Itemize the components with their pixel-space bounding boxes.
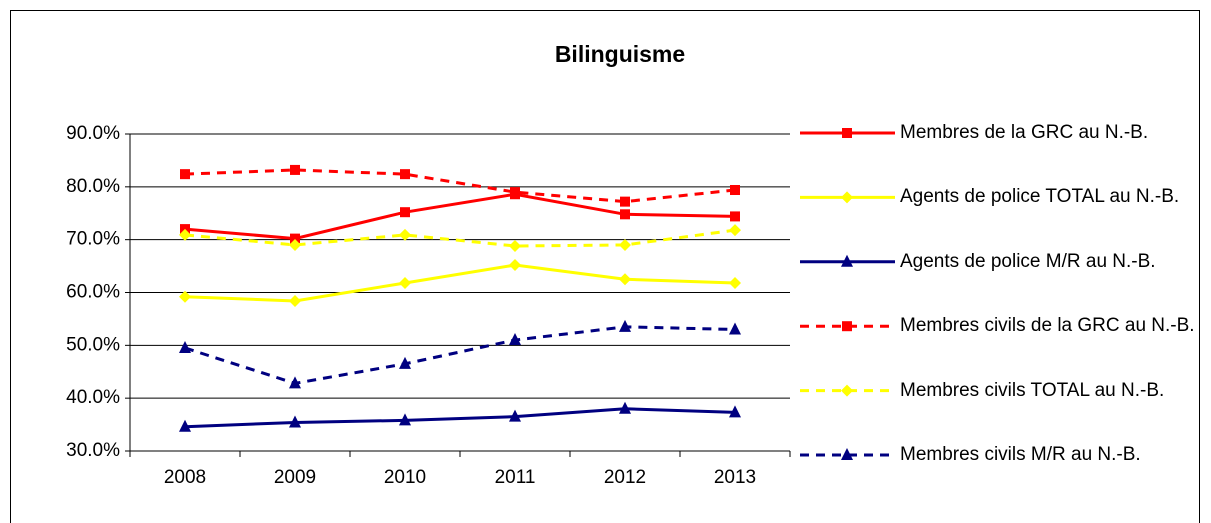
marker (841, 448, 853, 460)
marker (400, 207, 410, 218)
marker (730, 211, 740, 222)
legend-label: Membres civils M/R au N.-B. (900, 444, 1141, 465)
series-line (184, 168, 736, 204)
legend-label: Membres de la GRC au N.-B. (900, 122, 1149, 143)
marker (730, 185, 740, 196)
marker (842, 321, 852, 332)
marker (180, 169, 190, 180)
marker (841, 254, 853, 267)
marker (399, 356, 411, 369)
y-tick-label: 80.0% (66, 176, 120, 197)
marker (619, 238, 631, 251)
marker (729, 405, 741, 418)
marker (290, 164, 300, 175)
marker (179, 290, 191, 303)
marker (619, 273, 631, 286)
marker (510, 187, 520, 198)
legend-label: Agents de police TOTAL au N.-B. (900, 186, 1180, 208)
marker (841, 384, 853, 397)
marker (842, 128, 852, 138)
legend-label: Membres civils TOTAL au N.-B. (900, 379, 1165, 401)
legend-label: Membres civils de la GRC au N.-B. (900, 315, 1195, 337)
series-line (184, 407, 736, 429)
marker (509, 333, 521, 346)
x-tick-label: 2009 (274, 467, 316, 488)
chart-title: Bilinguisme (555, 41, 685, 67)
x-tick-label: 2013 (714, 467, 756, 488)
marker (729, 322, 741, 335)
marker (841, 191, 853, 204)
marker (509, 409, 521, 422)
marker (729, 224, 741, 237)
marker (620, 209, 630, 220)
x-tick-label: 2011 (495, 467, 536, 488)
marker (289, 294, 301, 307)
marker (399, 228, 411, 241)
marker (620, 196, 630, 207)
y-tick-label: 40.0% (66, 387, 120, 408)
marker (179, 419, 191, 432)
legend-label: Agents de police M/R au N.-B. (900, 250, 1156, 272)
y-tick-label: 30.0% (66, 440, 120, 461)
marker (509, 240, 521, 253)
marker (179, 340, 191, 353)
marker (400, 169, 410, 180)
marker (509, 259, 521, 272)
y-tick-label: 90.0% (66, 123, 120, 144)
x-tick-label: 2008 (164, 467, 206, 488)
marker (289, 376, 301, 389)
y-tick-label: 50.0% (66, 334, 120, 355)
chart-border (10, 10, 1200, 523)
marker (619, 401, 631, 414)
x-tick-label: 2010 (384, 467, 426, 488)
series-line (184, 325, 736, 385)
marker (289, 238, 301, 251)
marker (399, 413, 411, 426)
series-line (184, 263, 736, 303)
marker (729, 276, 741, 289)
x-tick-label: 2012 (604, 467, 646, 488)
series-line (184, 192, 736, 241)
marker (290, 233, 300, 244)
marker (619, 319, 631, 332)
marker (179, 228, 191, 241)
marker (399, 276, 411, 289)
y-tick-label: 60.0% (66, 282, 120, 303)
y-tick-label: 70.0% (66, 229, 120, 250)
series-line (184, 228, 736, 248)
marker (289, 415, 301, 428)
